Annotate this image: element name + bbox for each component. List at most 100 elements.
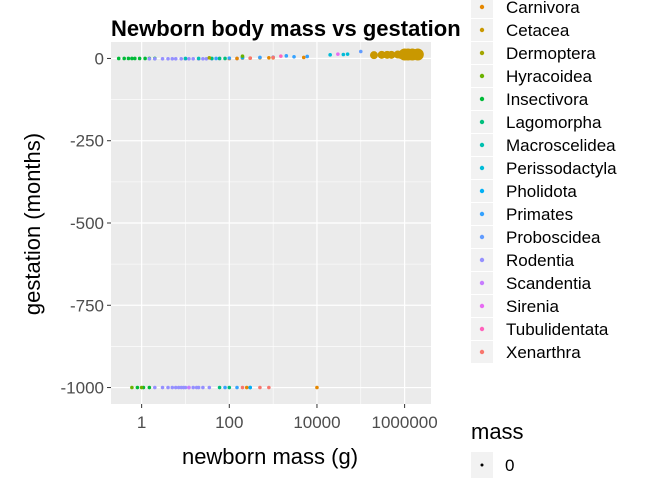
data-point bbox=[235, 385, 239, 390]
data-point bbox=[383, 50, 392, 59]
data-point bbox=[153, 385, 157, 390]
legend-label: Macroscelidea bbox=[506, 136, 616, 155]
legend-dot bbox=[479, 165, 485, 171]
data-point bbox=[315, 385, 319, 390]
data-point bbox=[116, 56, 121, 61]
data-point bbox=[267, 55, 271, 60]
y-tick-label: -500 bbox=[70, 214, 104, 233]
data-point bbox=[187, 56, 191, 61]
data-point bbox=[201, 385, 205, 390]
data-point bbox=[179, 56, 184, 61]
data-point bbox=[207, 55, 212, 60]
data-point bbox=[191, 385, 195, 390]
legend-dot bbox=[479, 119, 485, 125]
color-legend: Carnivora Cetacea Dermoptera Hyracoidea Inse… bbox=[471, 0, 617, 363]
legend-label: Proboscidea bbox=[506, 228, 601, 247]
data-point bbox=[358, 49, 363, 54]
data-point bbox=[183, 56, 188, 61]
legend-dot bbox=[479, 349, 485, 355]
data-point bbox=[147, 385, 152, 390]
data-point bbox=[301, 55, 306, 60]
data-point bbox=[240, 385, 245, 390]
size-legend-dot bbox=[480, 463, 484, 467]
legend-label: Insectivora bbox=[506, 90, 589, 109]
data-point bbox=[258, 55, 262, 60]
legend-dot bbox=[479, 27, 485, 33]
legend-dot bbox=[479, 50, 485, 56]
data-point bbox=[227, 56, 232, 60]
data-point bbox=[201, 56, 205, 61]
data-point bbox=[160, 56, 165, 61]
data-point bbox=[160, 385, 165, 390]
data-point bbox=[126, 56, 131, 61]
legend-dot bbox=[479, 303, 485, 309]
data-point bbox=[341, 52, 346, 57]
legend-label: Tubulidentata bbox=[506, 320, 609, 339]
legend-label: Cetacea bbox=[506, 21, 570, 40]
legend-label: Sirenia bbox=[506, 297, 559, 316]
data-point bbox=[248, 56, 253, 60]
data-point bbox=[191, 56, 195, 61]
data-point bbox=[369, 51, 378, 60]
legend-label: Primates bbox=[506, 205, 573, 224]
data-point bbox=[217, 56, 222, 61]
size-legend-title: mass bbox=[471, 419, 524, 444]
data-point bbox=[204, 56, 209, 61]
grid-major bbox=[111, 42, 431, 404]
x-axis: 1 100 10000 1000000 bbox=[137, 404, 438, 432]
y-tick-label: -1000 bbox=[61, 379, 104, 398]
legend-dot bbox=[479, 234, 485, 240]
data-point bbox=[135, 385, 140, 390]
legend-dot bbox=[479, 188, 485, 194]
x-tick-label: 100 bbox=[215, 413, 243, 432]
data-point bbox=[271, 55, 275, 60]
data-point bbox=[196, 385, 201, 390]
legend-label: Dermoptera bbox=[506, 44, 596, 63]
data-point bbox=[137, 56, 142, 61]
data-point bbox=[173, 385, 178, 390]
legend-label: Hyracoidea bbox=[506, 67, 593, 86]
data-point bbox=[336, 52, 340, 56]
data-point bbox=[284, 54, 289, 58]
legend-label: Pholidota bbox=[506, 182, 577, 201]
data-point bbox=[223, 56, 227, 61]
data-point bbox=[130, 385, 134, 390]
data-point bbox=[345, 52, 350, 56]
data-point bbox=[133, 56, 137, 61]
data-point bbox=[173, 56, 178, 61]
data-point bbox=[227, 385, 232, 390]
x-axis-title: newborn mass (g) bbox=[182, 444, 358, 469]
chart-title: Newborn body mass vs gestation bbox=[111, 16, 461, 41]
data-point bbox=[244, 385, 249, 390]
legend-label: Lagomorpha bbox=[506, 113, 602, 132]
y-tick-label: -750 bbox=[70, 296, 104, 315]
legend-dot bbox=[479, 257, 485, 263]
data-point bbox=[187, 385, 191, 390]
data-point bbox=[130, 56, 134, 61]
legend-dot bbox=[479, 4, 485, 10]
legend-dot bbox=[479, 96, 485, 102]
data-point bbox=[196, 56, 201, 61]
data-point bbox=[170, 385, 175, 390]
legend-dot bbox=[479, 211, 485, 217]
data-point bbox=[143, 56, 147, 61]
data-point bbox=[207, 385, 212, 390]
data-point bbox=[305, 54, 310, 59]
legend-dot bbox=[479, 280, 485, 286]
data-point bbox=[292, 55, 296, 59]
data-point bbox=[153, 56, 157, 61]
x-tick-label: 10000 bbox=[293, 413, 340, 432]
legend-label: Carnivora bbox=[506, 0, 580, 17]
legend-label: Perissodactyla bbox=[506, 159, 617, 178]
data-point bbox=[122, 56, 126, 61]
legend-label: Xenarthra bbox=[506, 343, 581, 362]
data-point bbox=[248, 385, 253, 390]
legend-label: Rodentia bbox=[506, 251, 575, 270]
size-legend: mass 0 bbox=[471, 419, 524, 478]
data-point bbox=[258, 385, 262, 390]
data-point bbox=[223, 385, 227, 390]
size-legend-label: 0 bbox=[505, 456, 514, 475]
data-point bbox=[147, 56, 152, 61]
x-tick-label: 1000000 bbox=[372, 413, 438, 432]
